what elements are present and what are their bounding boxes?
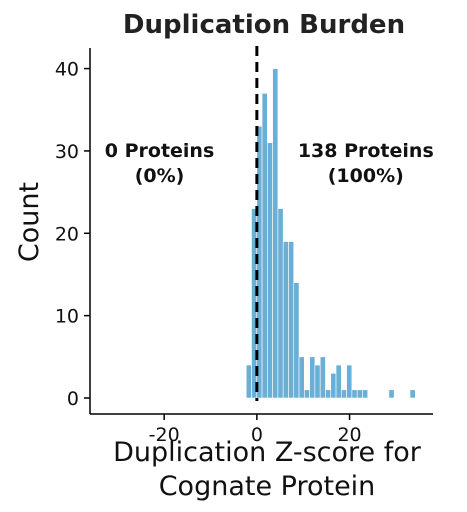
x-tick-label: 20 (337, 424, 361, 446)
histogram-bar (319, 356, 326, 399)
histogram-bar (330, 372, 337, 399)
histogram-bar (388, 389, 395, 399)
y-tick-label: 10 (55, 306, 79, 328)
histogram-bars (245, 68, 416, 399)
chart-annotations: 0 Proteins (0%) 138 Proteins (100%) (105, 140, 434, 187)
y-axis-ticks: 0 10 20 30 40 (55, 59, 90, 410)
histogram-bar (261, 92, 268, 399)
histogram-bar (362, 389, 369, 399)
histogram-bar (314, 364, 321, 399)
histogram-bar (288, 241, 295, 399)
histogram-bar (346, 364, 353, 399)
chart-title: Duplication Burden (123, 10, 405, 40)
histogram-bar (409, 389, 416, 399)
right-region-count-annotation: 138 Proteins (100%) (298, 140, 434, 187)
histogram-bar (351, 389, 358, 399)
y-tick-label: 30 (55, 141, 79, 163)
x-axis-label-line-1: Duplication Z-score for (113, 437, 422, 468)
x-axis-ticks: -20 0 20 (149, 414, 362, 446)
y-tick-label: 40 (55, 59, 79, 81)
histogram-bar (267, 142, 273, 399)
x-axis-label-line-2: Cognate Protein (159, 471, 376, 502)
histogram-bar (277, 208, 284, 399)
histogram-bar (298, 356, 305, 399)
histogram-bar (282, 241, 289, 399)
x-tick-label: 0 (251, 424, 263, 446)
histogram-bar (356, 389, 363, 399)
histogram-bar (335, 364, 342, 399)
histogram-bar (272, 68, 279, 399)
x-tick-label: -20 (149, 424, 180, 446)
left-region-count-annotation: 0 Proteins (0%) (105, 140, 215, 187)
histogram-bar (245, 364, 252, 399)
y-axis-label: Count (14, 182, 45, 262)
histogram-bar (309, 356, 316, 399)
histogram-bar (304, 389, 310, 399)
y-tick-label: 0 (67, 388, 79, 410)
histogram-bar (341, 389, 347, 399)
y-tick-label: 20 (55, 223, 79, 245)
histogram-bar (325, 389, 332, 399)
histogram-bar (293, 282, 300, 399)
